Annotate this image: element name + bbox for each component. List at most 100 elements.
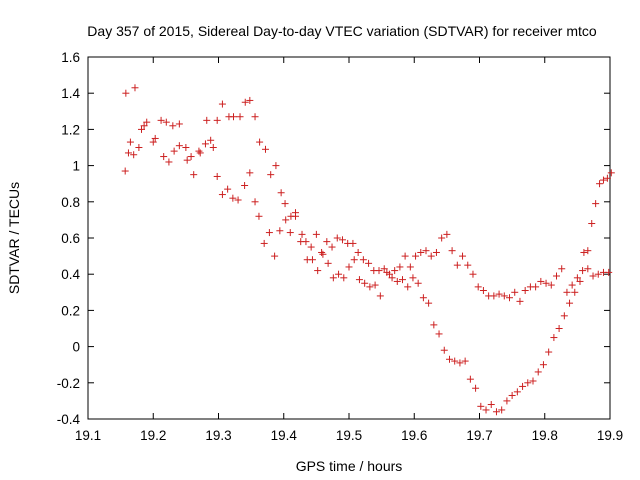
y-tick-label: 1.4 (61, 86, 80, 101)
y-tick-label: 1 (72, 159, 80, 174)
data-point (414, 279, 422, 287)
data-point (256, 138, 264, 146)
data-point (195, 147, 203, 155)
data-point (157, 116, 165, 124)
data-point (459, 252, 467, 260)
data-point (286, 229, 294, 237)
data-point (568, 281, 576, 289)
data-point (427, 252, 435, 260)
data-point (406, 263, 414, 271)
data-point (495, 290, 503, 298)
data-point (547, 281, 555, 289)
data-point (175, 120, 183, 128)
data-point (409, 274, 417, 282)
data-point (519, 382, 527, 390)
data-point (388, 274, 396, 282)
data-point (251, 113, 259, 121)
data-point (432, 248, 440, 256)
data-point (234, 196, 242, 204)
data-point (472, 384, 480, 392)
data-point (260, 239, 268, 247)
data-point (443, 230, 451, 238)
data-point (498, 406, 506, 414)
data-point (453, 261, 461, 269)
data-point (213, 116, 221, 124)
data-point (603, 174, 611, 182)
data-point (375, 267, 383, 275)
data-point (277, 189, 285, 197)
data-point (241, 98, 249, 106)
data-point (419, 294, 427, 302)
data-point (355, 276, 363, 284)
data-point (160, 153, 168, 161)
data-point (323, 238, 331, 246)
data-point (138, 125, 146, 133)
x-axis-title: GPS time / hours (296, 458, 403, 474)
data-point (571, 288, 579, 296)
data-point (218, 100, 226, 108)
x-axis: 19.1 19.2 19.3 19.4 19.5 19.6 19.7 19.8 19.9 (75, 57, 623, 443)
data-point (203, 116, 211, 124)
data-point (560, 312, 568, 320)
y-tick-label: 0.2 (61, 303, 80, 318)
data-point (461, 357, 469, 365)
data-point (445, 355, 453, 363)
data-point (308, 256, 316, 264)
data-point (335, 270, 343, 278)
data-point (511, 288, 519, 296)
data-point (469, 270, 477, 278)
data-point (396, 263, 404, 271)
data-point (366, 283, 374, 291)
data-point (255, 212, 263, 220)
x-tick-label: 19.5 (336, 428, 362, 443)
data-point (307, 243, 315, 251)
y-tick-label: 0.8 (61, 195, 80, 210)
data-point (521, 286, 529, 294)
data-point (169, 122, 177, 130)
data-point (380, 265, 388, 273)
data-point (246, 96, 254, 104)
y-tick-label: 1.6 (61, 50, 80, 65)
plot-frame (87, 56, 611, 420)
data-point (576, 277, 584, 285)
data-point (425, 299, 433, 307)
data-point (190, 171, 198, 179)
data-point (229, 194, 237, 202)
data-point (500, 292, 508, 300)
data-point (265, 229, 273, 237)
data-point (558, 265, 566, 273)
data-point (508, 391, 516, 399)
data-point (338, 236, 346, 244)
data-point (524, 379, 532, 387)
data-point (417, 248, 425, 256)
data-point (281, 200, 289, 208)
data-point (365, 259, 373, 267)
data-point (328, 243, 336, 251)
data-point (555, 325, 563, 332)
data-point (151, 134, 159, 142)
data-point (371, 281, 379, 289)
data-point (182, 144, 190, 151)
y-tick-label: -0.4 (57, 412, 81, 427)
data-point (209, 144, 217, 151)
data-point (131, 84, 139, 92)
x-tick-label: 19.6 (401, 428, 427, 443)
data-point (599, 176, 607, 184)
data-points (121, 84, 615, 416)
data-point (399, 276, 407, 284)
data-point (545, 348, 553, 356)
x-tick-label: 19.8 (532, 428, 558, 443)
data-point (218, 191, 226, 199)
x-tick-label: 19.7 (466, 428, 492, 443)
data-point (121, 167, 129, 175)
data-point (539, 361, 547, 369)
data-point (124, 149, 132, 157)
data-point (487, 401, 495, 409)
y-axis: -0.4 -0.2 0 0.2 0.4 0.6 0.8 1 1.2 1.4 1.6 (57, 50, 610, 427)
data-point (267, 171, 275, 179)
data-point (503, 397, 511, 405)
data-point (149, 138, 157, 146)
data-point (135, 144, 143, 151)
data-point (230, 113, 238, 121)
